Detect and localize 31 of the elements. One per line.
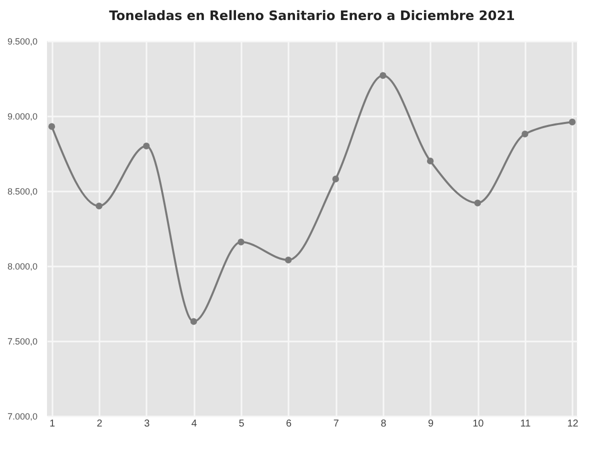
y-tick-label: 7.000,0 (7, 412, 38, 422)
point (143, 142, 150, 150)
x-tick-label: 12 (567, 418, 579, 430)
x-tick-label: 2 (96, 418, 103, 430)
point (568, 118, 576, 126)
point (96, 202, 102, 210)
point (190, 318, 198, 325)
point (380, 72, 386, 79)
point (426, 158, 434, 164)
chart-title: Toneladas en Relleno Sanitario Enero a Diciembre 2021 (109, 9, 515, 24)
x-tick-label: 6 (286, 418, 292, 430)
x-tick-label: 9 (428, 418, 434, 430)
x-tick-label: 3 (144, 418, 150, 430)
y-tick-label: 9.000,0 (7, 112, 38, 122)
y-tick-label: 7.500,0 (7, 336, 38, 346)
point (474, 200, 481, 206)
y-tick-label: 8.500,0 (7, 186, 38, 196)
x-tick-label: 7 (333, 418, 340, 430)
point (522, 130, 528, 138)
x-tick-label: 4 (191, 418, 198, 430)
x-tick-label: 10 (472, 418, 484, 430)
point (332, 176, 340, 182)
point (238, 238, 244, 246)
y-tick-label: 9.500,0 (7, 36, 38, 46)
x-tick-label: 5 (238, 418, 245, 430)
point (284, 256, 292, 264)
y-tick-label: 8.000,0 (7, 262, 38, 272)
x-tick-label: 11 (520, 418, 532, 430)
x-tick-label: 8 (380, 418, 387, 430)
x-tick-label: 1 (49, 418, 56, 430)
point (48, 123, 56, 130)
